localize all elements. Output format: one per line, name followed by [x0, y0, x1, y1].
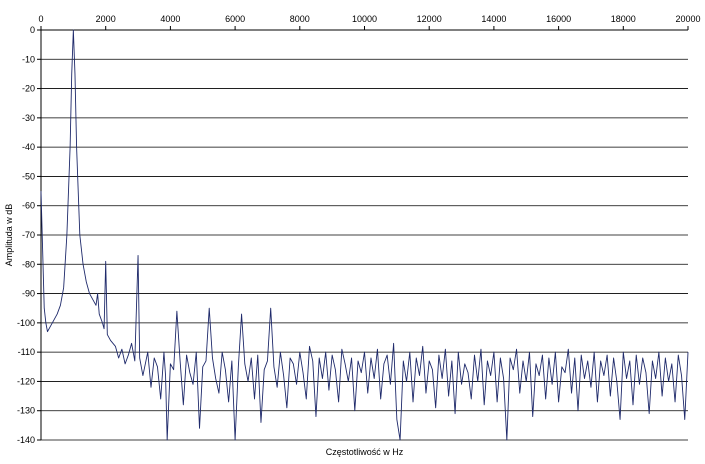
x-axis-ticks: 0 2000 4000 6000 8000 10000 12000 14000 16000 180…: [38, 14, 701, 30]
y-tick-label: 0: [30, 25, 35, 35]
series-line: [40, 29, 689, 441]
y-tick-label: -80: [22, 259, 35, 269]
x-tick-label: 2000: [96, 14, 116, 24]
x-axis-label: Częstotliwość w Hz: [326, 447, 404, 457]
y-tick-label: -70: [22, 230, 35, 240]
y-tick-label: -30: [22, 113, 35, 123]
y-tick-label: -90: [22, 289, 35, 299]
x-tick-label: 16000: [546, 14, 571, 24]
x-tick-label: 20000: [675, 14, 700, 24]
y-tick-label: -20: [22, 84, 35, 94]
y-tick-label: -50: [22, 171, 35, 181]
y-tick-label: -60: [22, 201, 35, 211]
series-layer: [40, 29, 689, 441]
x-tick-label: 14000: [481, 14, 506, 24]
y-tick-label: -110: [18, 347, 35, 357]
x-tick-label: 0: [38, 14, 43, 24]
x-tick-label: 18000: [611, 14, 636, 24]
y-tick-label: -10: [22, 54, 35, 64]
x-tick-label: 10000: [352, 14, 377, 24]
y-tick-label: -120: [17, 376, 35, 386]
x-tick-label: 8000: [290, 14, 310, 24]
x-tick-label: 6000: [225, 14, 245, 24]
y-axis-label: Amplituda w dB: [4, 204, 14, 267]
y-tick-label: -40: [22, 142, 35, 152]
x-tick-label: 4000: [160, 14, 180, 24]
y-axis-ticks: 0 -10 -20 -30 -40 -50 -60 -70 -80 -90 -100 -110 -120…: [17, 25, 41, 445]
y-tick-label: -130: [17, 406, 35, 416]
y-tick-label: -100: [17, 318, 35, 328]
grid-lines: [41, 29, 688, 441]
x-tick-label: 12000: [417, 14, 442, 24]
y-tick-label: -140: [17, 435, 35, 445]
